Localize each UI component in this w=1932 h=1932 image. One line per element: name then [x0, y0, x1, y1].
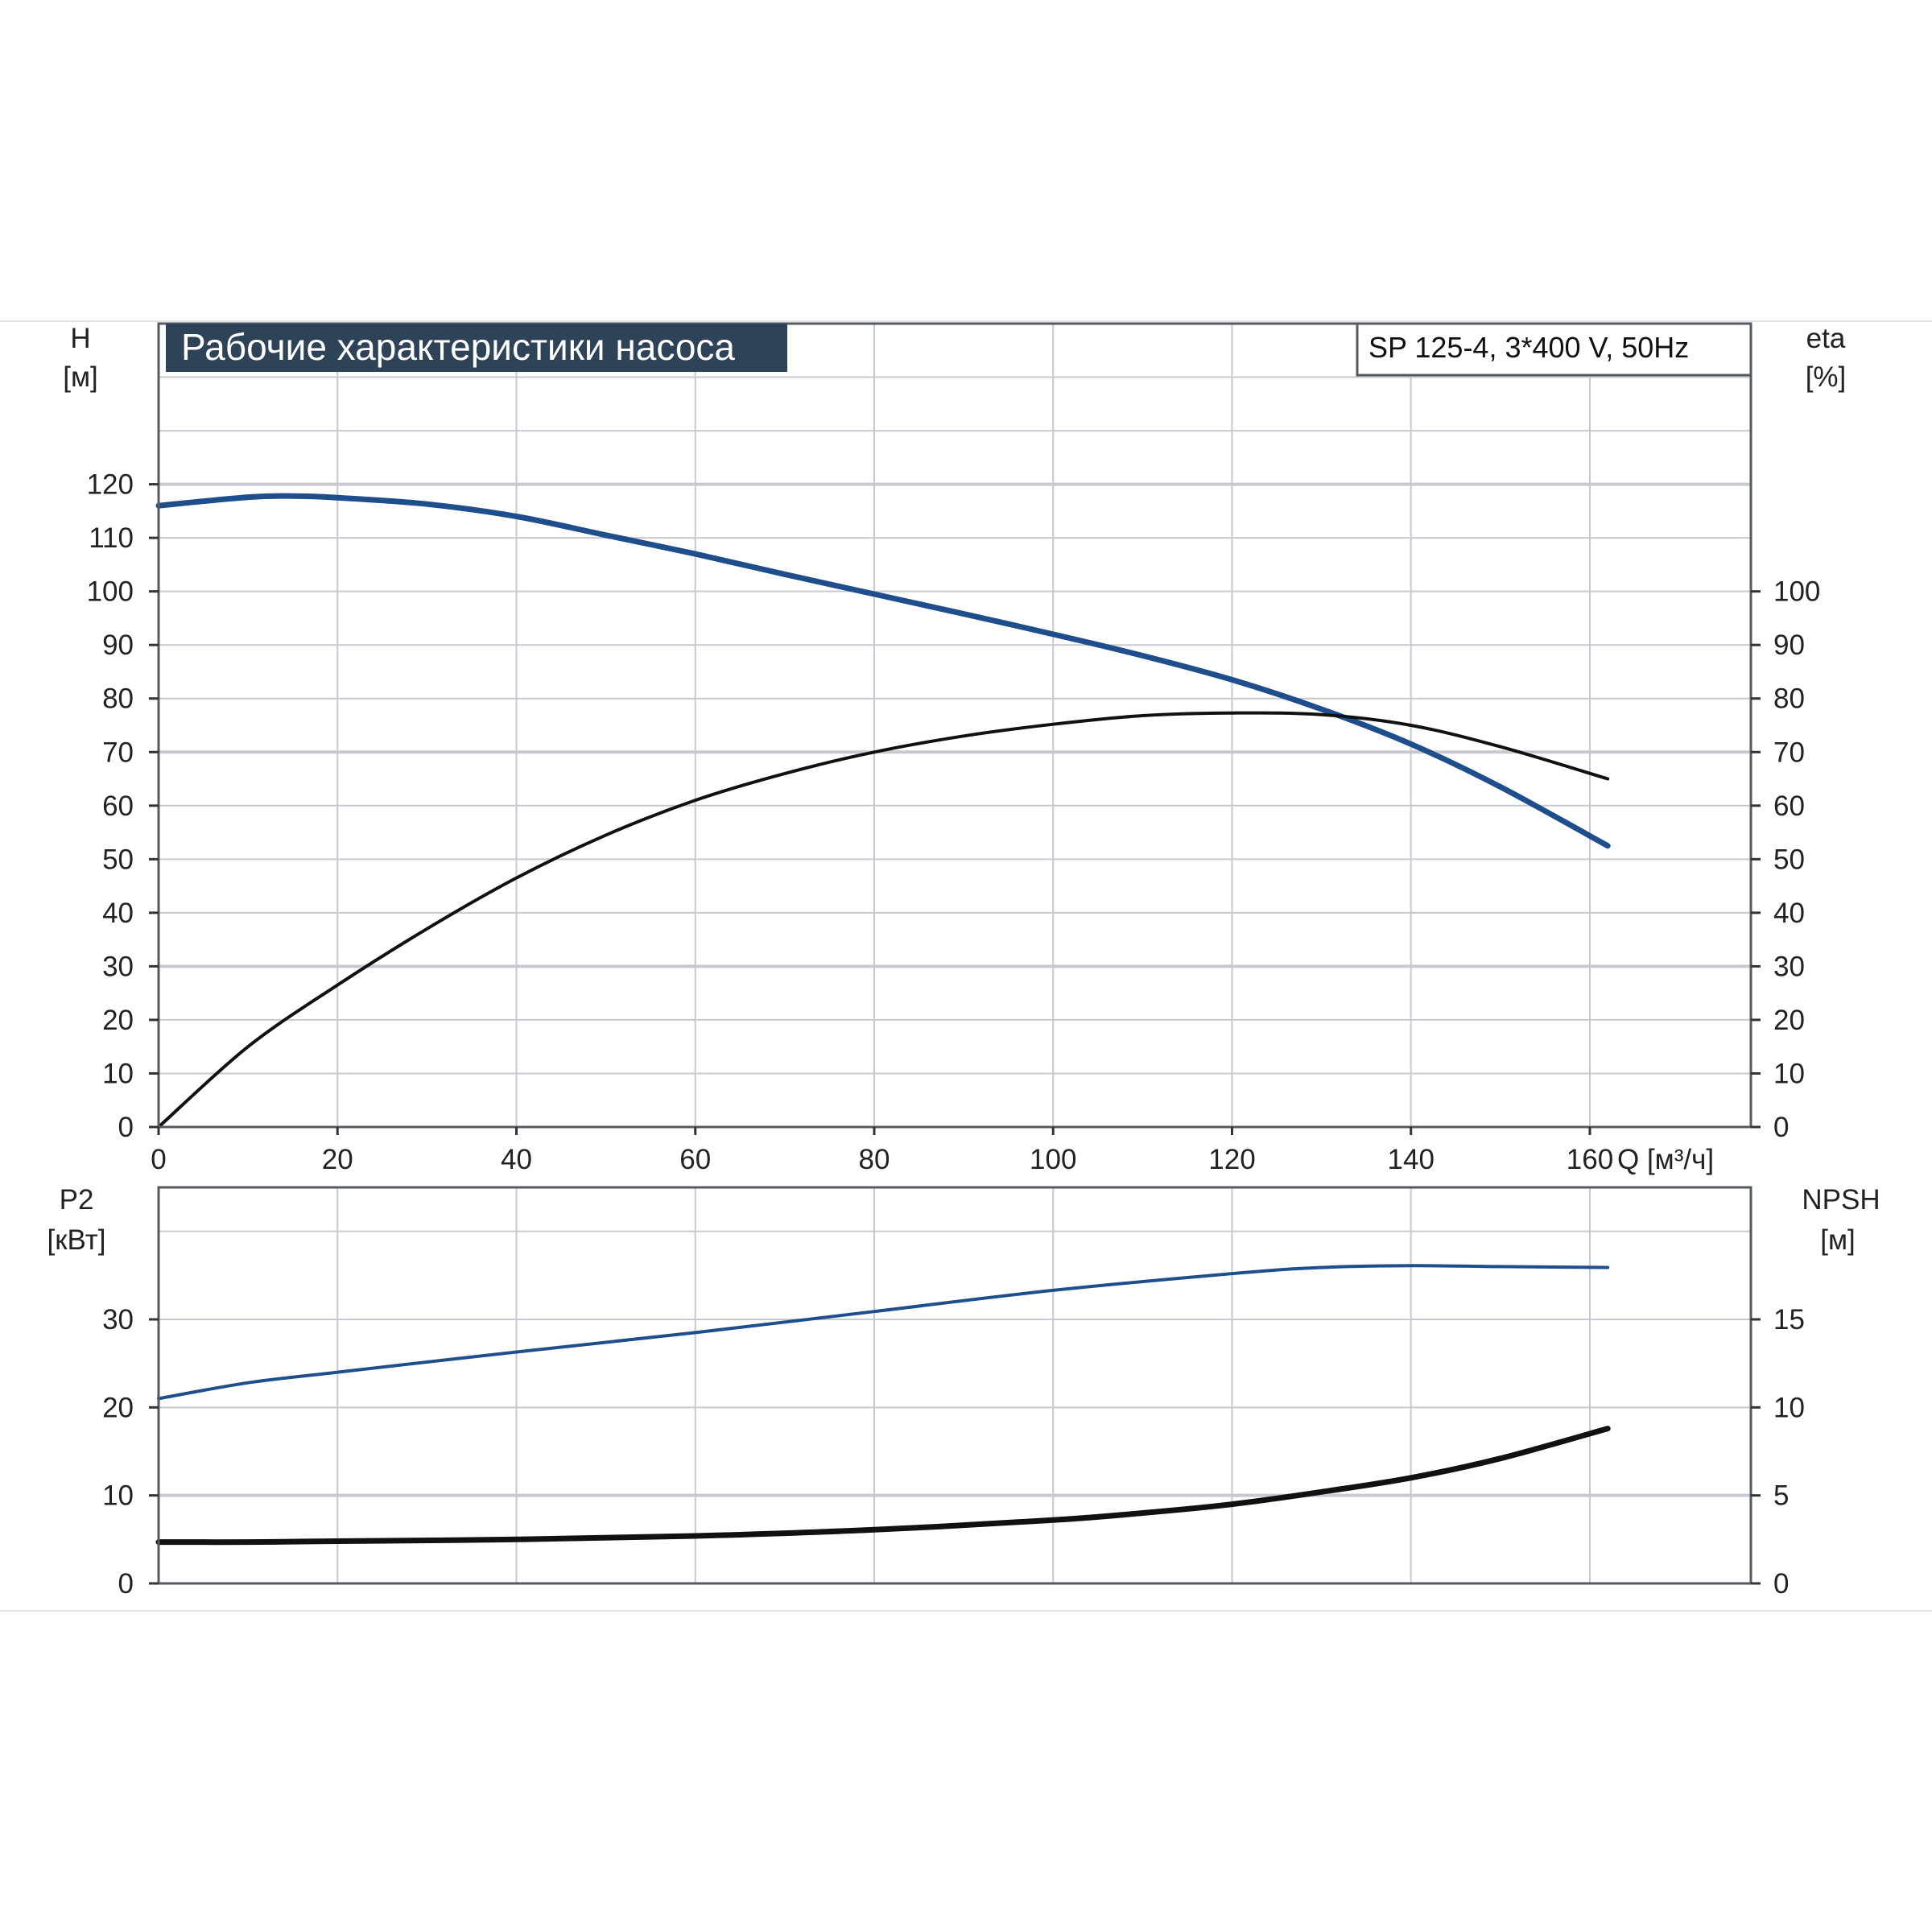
p2-tick-label: 30 — [102, 1304, 134, 1335]
eta-tick-label: 30 — [1773, 951, 1805, 982]
top-chart-frame — [157, 322, 1752, 1129]
model-label: SP 125-4, 3*400 V, 50Hz — [1368, 331, 1689, 364]
x-tick-label: 80 — [859, 1144, 890, 1175]
x-tick-label: 100 — [1030, 1144, 1076, 1175]
ticks-layer: 0 20 40 60 80 100 120 140 1600102030405060708090… — [87, 469, 1821, 1600]
eta-tick-label: 20 — [1773, 1005, 1805, 1036]
x-tick-label: 120 — [1208, 1144, 1255, 1175]
top-separator — [0, 320, 1932, 322]
x-tick-label: 0 — [151, 1144, 166, 1175]
bottom-chart-frame — [157, 1186, 1752, 1585]
p2-axis-label: P2 — [60, 1184, 94, 1216]
h-tick-label: 110 — [89, 522, 134, 554]
chart-title: Рабочие характеристики насоса — [181, 326, 735, 368]
efficiency-curve — [157, 711, 1610, 1129]
npsh-tick-label: 10 — [1773, 1392, 1805, 1423]
npsh-axis-label: NPSH — [1802, 1184, 1880, 1216]
head-curve — [155, 493, 1611, 849]
x-tick-label: 140 — [1388, 1144, 1435, 1175]
bottom-separator — [0, 1610, 1932, 1612]
h-tick-label: 100 — [87, 576, 134, 608]
npsh-tick-label: 0 — [1773, 1568, 1789, 1600]
h-tick-label: 30 — [102, 951, 134, 982]
h-tick-label: 10 — [102, 1058, 134, 1089]
chart-title-box — [166, 324, 787, 372]
x-tick-label: 60 — [679, 1144, 711, 1175]
h-tick-label: 70 — [102, 737, 134, 768]
eta-tick-label: 40 — [1773, 898, 1805, 929]
p2-tick-label: 0 — [118, 1568, 134, 1600]
eta-axis-label: eta — [1806, 323, 1846, 354]
x-tick-label: 40 — [501, 1144, 532, 1175]
npsh-tick-label: 15 — [1773, 1304, 1805, 1335]
h-tick-label: 40 — [102, 898, 134, 929]
top-chart-grid — [159, 324, 1751, 1127]
curves-layer — [155, 493, 1611, 1546]
q-axis-label: Q [м³/ч] — [1617, 1144, 1714, 1175]
npsh-curve — [155, 1426, 1611, 1546]
eta-tick-label: 50 — [1773, 844, 1805, 875]
eta-axis-unit: [%] — [1806, 361, 1847, 393]
eta-tick-label: 80 — [1773, 683, 1805, 715]
p2-tick-label: 20 — [102, 1392, 134, 1423]
h-tick-label: 120 — [87, 469, 134, 501]
x-tick-label: 20 — [322, 1144, 353, 1175]
h-tick-label: 90 — [102, 630, 134, 661]
p2-axis-unit: [кВт] — [47, 1224, 106, 1256]
eta-tick-label: 90 — [1773, 630, 1805, 661]
p2-tick-label: 10 — [102, 1480, 134, 1512]
h-axis-unit: [м] — [63, 361, 98, 393]
h-tick-label: 50 — [102, 844, 134, 875]
h-tick-label: 60 — [102, 791, 134, 822]
x-tick-label: 160 — [1567, 1144, 1613, 1175]
h-tick-label: 0 — [118, 1112, 134, 1143]
bottom-chart-grid — [159, 1187, 1751, 1583]
eta-tick-label: 0 — [1773, 1112, 1789, 1143]
eta-tick-label: 10 — [1773, 1058, 1805, 1089]
h-axis-label: H — [70, 323, 90, 354]
model-label-box — [1356, 322, 1752, 377]
npsh-axis-unit: [м] — [1820, 1224, 1856, 1256]
npsh-tick-label: 5 — [1773, 1480, 1789, 1512]
eta-tick-label: 70 — [1773, 737, 1805, 768]
power-p2-curve — [157, 1264, 1610, 1401]
h-tick-label: 20 — [102, 1005, 134, 1036]
h-tick-label: 80 — [102, 683, 134, 715]
eta-tick-label: 100 — [1773, 576, 1820, 608]
eta-tick-label: 60 — [1773, 791, 1805, 822]
